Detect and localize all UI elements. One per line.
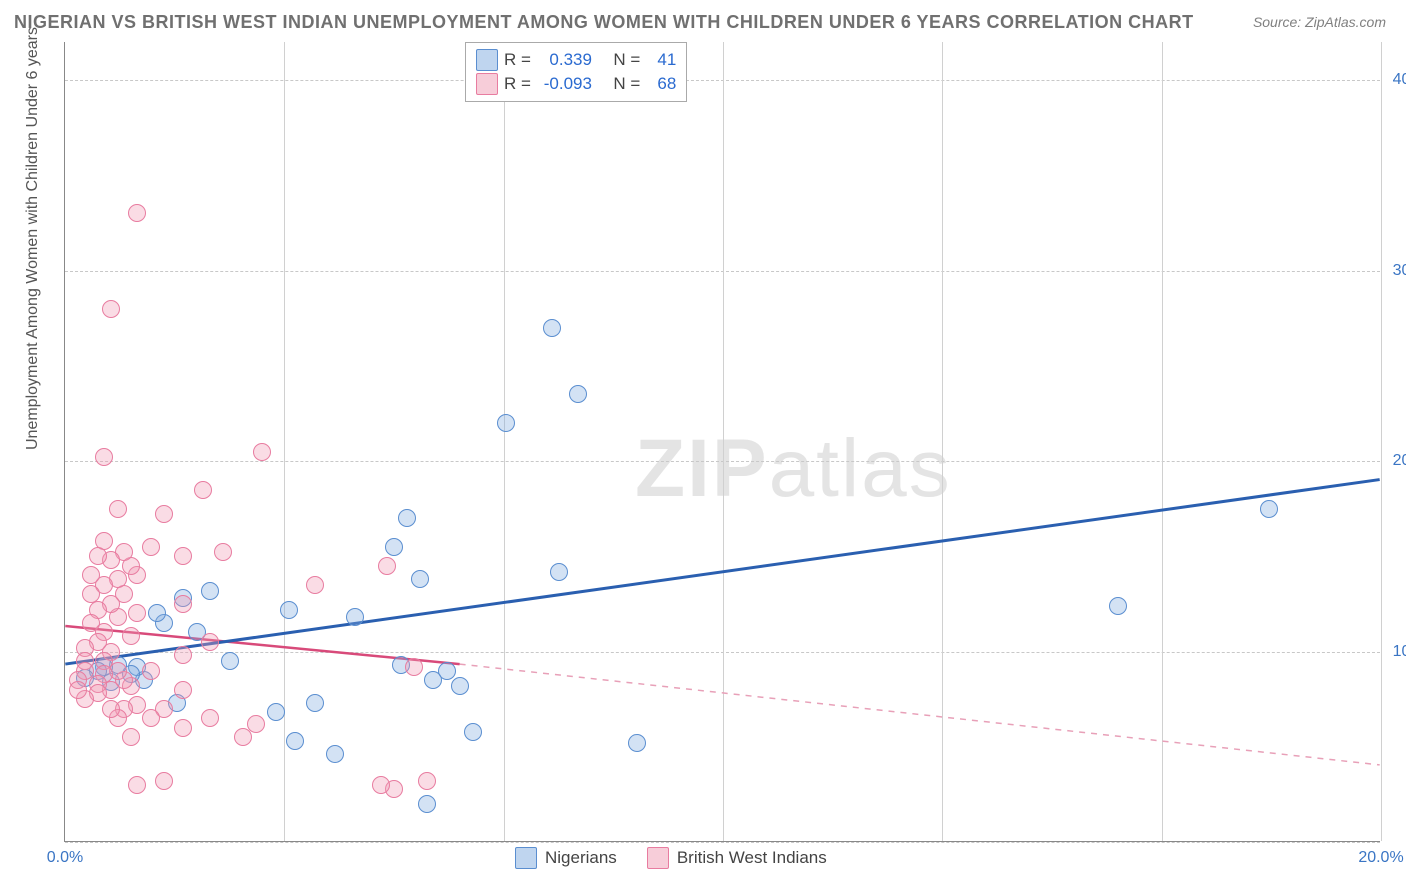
data-point [142, 662, 160, 680]
x-tick-label: 0.0% [47, 849, 83, 867]
data-point [128, 204, 146, 222]
data-point [398, 509, 416, 527]
data-point [306, 694, 324, 712]
source-label: Source: ZipAtlas.com [1253, 14, 1386, 30]
watermark-bold: ZIP [635, 423, 769, 514]
data-point [286, 732, 304, 750]
legend-item-1: Nigerians [515, 847, 617, 869]
y-tick-label: 40.0% [1393, 71, 1406, 89]
n-value-2: 68 [646, 74, 676, 94]
data-point [109, 500, 127, 518]
data-point [82, 614, 100, 632]
data-point [102, 300, 120, 318]
gridline-v [504, 42, 505, 841]
data-point [142, 538, 160, 556]
data-point [378, 557, 396, 575]
data-point [82, 566, 100, 584]
data-point [82, 585, 100, 603]
correlation-legend: R = 0.339 N = 41 R = -0.093 N = 68 [465, 42, 687, 102]
r-label: R = [504, 50, 531, 70]
data-point [122, 728, 140, 746]
legend-label-1: Nigerians [545, 848, 617, 868]
swatch-pink-icon [647, 847, 669, 869]
data-point [174, 719, 192, 737]
gridline-v [284, 42, 285, 841]
gridline-v [723, 42, 724, 841]
data-point [128, 776, 146, 794]
y-tick-label: 10.0% [1393, 643, 1406, 661]
watermark: ZIPatlas [635, 422, 952, 516]
y-tick-label: 30.0% [1393, 262, 1406, 280]
data-point [451, 677, 469, 695]
swatch-blue-icon [476, 49, 498, 71]
data-point [174, 547, 192, 565]
data-point [569, 385, 587, 403]
legend-label-2: British West Indians [677, 848, 827, 868]
y-tick-label: 20.0% [1393, 452, 1406, 470]
data-point [411, 570, 429, 588]
data-point [201, 633, 219, 651]
data-point [346, 608, 364, 626]
series-legend: Nigerians British West Indians [515, 847, 827, 869]
data-point [95, 448, 113, 466]
data-point [221, 652, 239, 670]
data-point [214, 543, 232, 561]
gridline-v [942, 42, 943, 841]
n-label: N = [613, 50, 640, 70]
data-point [372, 776, 390, 794]
scatter-plot: ZIPatlas R = 0.339 N = 41 R = -0.093 N =… [64, 42, 1380, 842]
data-point [267, 703, 285, 721]
data-point [550, 563, 568, 581]
data-point [201, 709, 219, 727]
data-point [464, 723, 482, 741]
gridline-v [1381, 42, 1382, 841]
r-value-2: -0.093 [537, 74, 592, 94]
legend-item-2: British West Indians [647, 847, 827, 869]
data-point [247, 715, 265, 733]
data-point [1109, 597, 1127, 615]
swatch-pink-icon [476, 73, 498, 95]
chart-title: NIGERIAN VS BRITISH WEST INDIAN UNEMPLOY… [14, 12, 1194, 33]
gridline-h [65, 842, 1380, 843]
stats-row-1: R = 0.339 N = 41 [476, 49, 676, 71]
data-point [194, 481, 212, 499]
data-point [1260, 500, 1278, 518]
data-point [424, 671, 442, 689]
data-point [148, 604, 166, 622]
r-value-1: 0.339 [537, 50, 592, 70]
r-label: R = [504, 74, 531, 94]
data-point [405, 658, 423, 676]
data-point [280, 601, 298, 619]
data-point [253, 443, 271, 461]
watermark-light: atlas [769, 423, 952, 514]
n-value-1: 41 [646, 50, 676, 70]
stats-row-2: R = -0.093 N = 68 [476, 73, 676, 95]
data-point [234, 728, 252, 746]
data-point [128, 604, 146, 622]
data-point [69, 681, 87, 699]
data-point [418, 795, 436, 813]
data-point [628, 734, 646, 752]
data-point [155, 505, 173, 523]
data-point [201, 582, 219, 600]
data-point [174, 595, 192, 613]
data-point [89, 547, 107, 565]
data-point [385, 538, 403, 556]
swatch-blue-icon [515, 847, 537, 869]
data-point [497, 414, 515, 432]
data-point [326, 745, 344, 763]
data-point [174, 646, 192, 664]
data-point [142, 709, 160, 727]
data-point [102, 700, 120, 718]
data-point [174, 681, 192, 699]
y-axis-label: Unemployment Among Women with Children U… [24, 27, 42, 450]
x-tick-label: 20.0% [1358, 849, 1403, 867]
n-label: N = [613, 74, 640, 94]
data-point [122, 627, 140, 645]
gridline-v [1162, 42, 1163, 841]
data-point [543, 319, 561, 337]
data-point [418, 772, 436, 790]
data-point [155, 772, 173, 790]
data-point [306, 576, 324, 594]
